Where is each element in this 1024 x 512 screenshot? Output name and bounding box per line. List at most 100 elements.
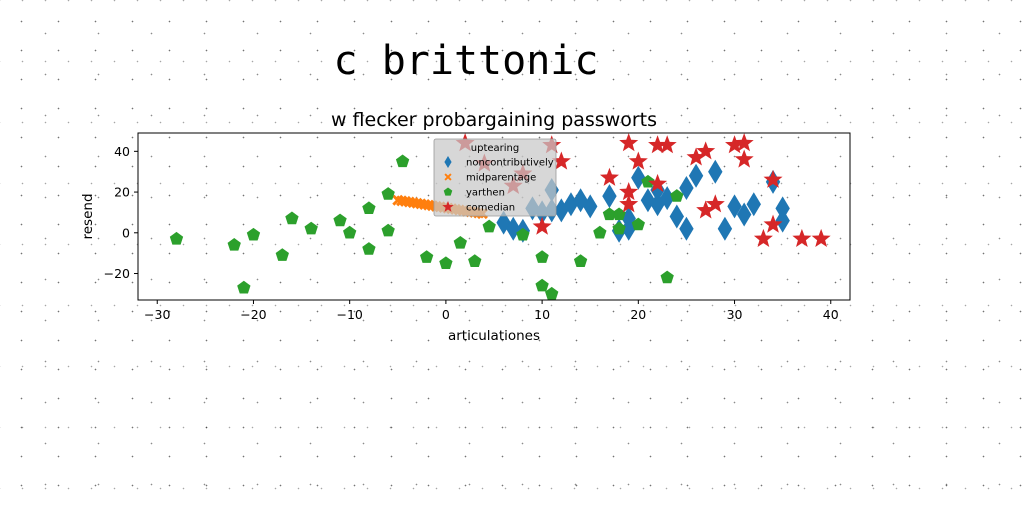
data-point	[439, 256, 453, 270]
legend-box	[433, 138, 557, 217]
data-point	[381, 187, 395, 200]
data-point	[545, 286, 559, 300]
data-point	[775, 208, 790, 233]
data-point	[275, 248, 289, 261]
data-point	[593, 225, 607, 239]
plot-frame	[137, 132, 851, 301]
data-point	[602, 207, 617, 221]
data-point	[734, 133, 754, 152]
x-tick-label: 0	[442, 307, 450, 322]
data-point	[362, 242, 376, 255]
data-point	[705, 194, 725, 213]
data-point	[725, 135, 745, 154]
data-point	[648, 173, 668, 193]
x-tick-label: 30	[727, 307, 743, 322]
data-point	[333, 213, 347, 227]
legend-entry: midparentage	[466, 173, 536, 184]
data-point	[641, 174, 655, 188]
data-point	[619, 194, 639, 213]
data-point	[686, 147, 706, 166]
data-point	[763, 169, 783, 188]
data-point	[648, 135, 668, 154]
data-point	[659, 186, 675, 211]
data-point	[453, 235, 467, 249]
legend-marker	[442, 201, 454, 212]
figure-suptitle: c brittonic	[333, 38, 599, 84]
data-point	[619, 133, 639, 152]
legend-entry: yarthen	[466, 188, 505, 199]
data-point	[621, 216, 636, 241]
data-point	[746, 192, 761, 217]
legend-title: uptearing	[471, 143, 519, 154]
series-noncontributively	[496, 159, 790, 243]
data-point	[532, 216, 552, 235]
data-point	[602, 184, 617, 209]
data-point	[679, 175, 694, 200]
data-point	[362, 201, 376, 215]
data-point	[563, 192, 579, 217]
data-point	[753, 228, 773, 247]
data-point	[669, 204, 685, 229]
y-tick-label: 20	[114, 185, 130, 200]
axes: −30 −20 −10 0 10 20 30 40 −20 0 20 40	[104, 132, 851, 322]
x-tick-label: −30	[144, 307, 170, 322]
data-point	[696, 141, 716, 160]
y-tick-label: 0	[122, 225, 130, 240]
data-point	[650, 178, 665, 203]
legend-marker	[443, 187, 453, 196]
data-point	[227, 238, 241, 251]
data-marks	[169, 133, 831, 300]
data-point	[381, 223, 395, 237]
x-tick-label: 20	[630, 307, 646, 322]
data-point	[657, 135, 677, 154]
data-point	[246, 227, 261, 241]
data-point	[688, 163, 704, 188]
data-point	[650, 192, 665, 217]
data-point	[640, 188, 656, 213]
legend-entry: noncontributively	[466, 158, 554, 169]
data-point	[482, 219, 496, 233]
plot-title: w flecker probargaining passworts	[331, 109, 657, 131]
data-point	[343, 225, 357, 239]
data-point	[763, 214, 783, 233]
data-point	[734, 149, 754, 168]
data-point	[395, 154, 410, 168]
data-point	[717, 216, 733, 241]
legend-entry: comedian	[466, 203, 515, 214]
data-point	[811, 228, 831, 247]
data-point	[506, 216, 521, 241]
data-point	[628, 151, 648, 170]
data-point	[708, 159, 723, 184]
x-tick-label: 40	[823, 307, 839, 322]
x-tick-label: −10	[336, 307, 362, 322]
y-tick-label: 40	[114, 144, 130, 159]
data-point	[612, 221, 626, 235]
data-point	[679, 216, 694, 241]
y-tick-label: −20	[104, 266, 130, 281]
x-tick-label: 10	[534, 307, 550, 322]
data-point	[304, 221, 318, 235]
data-point	[631, 217, 645, 231]
data-point	[736, 202, 752, 227]
data-point	[169, 231, 184, 245]
legend: uptearing noncontributively midparentage ya…	[433, 138, 557, 217]
data-point	[551, 151, 571, 170]
data-point	[727, 194, 742, 219]
x-tick-label: −20	[240, 307, 266, 322]
legend-marker	[444, 173, 452, 181]
data-point	[583, 194, 598, 219]
data-point	[573, 254, 588, 267]
data-point	[419, 250, 434, 263]
data-point	[535, 250, 549, 263]
y-axis-label: resend	[80, 193, 96, 239]
data-point	[696, 200, 716, 219]
data-point	[619, 182, 639, 201]
data-point	[775, 196, 790, 221]
data-point	[285, 211, 299, 225]
data-point	[631, 165, 646, 190]
x-axis-label: articulationes	[448, 328, 540, 344]
data-point	[660, 270, 674, 284]
data-point	[237, 280, 251, 294]
data-point	[670, 189, 684, 202]
